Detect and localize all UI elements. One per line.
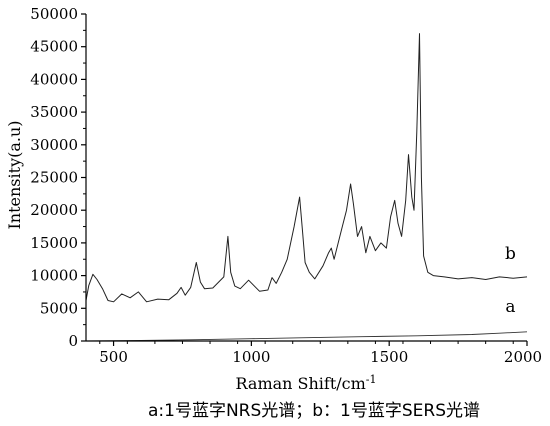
x-axis-title-superscript: -1 (366, 373, 377, 386)
series-line-b (85, 33, 528, 303)
x-axis-ticks: 500 1000 1500 2000 (99, 341, 542, 366)
y-tick-label: 0 (68, 332, 78, 350)
y-tick-label: 30000 (30, 136, 78, 154)
figure-caption: a:1号蓝字NRS光谱；b：1号蓝字SERS光谱 (148, 401, 480, 421)
x-axis-title-main: Raman Shift/cm (235, 374, 365, 393)
y-tick-label: 35000 (30, 103, 78, 121)
y-axis-title: Intensity(a.u) (5, 120, 24, 229)
series-label-a: a (505, 297, 515, 317)
series-line-a (85, 331, 528, 342)
y-tick-label: 10000 (30, 267, 78, 285)
y-tick-label: 45000 (30, 38, 78, 56)
y-tick-label: 25000 (30, 169, 78, 187)
y-tick-label: 50000 (30, 5, 78, 23)
x-tick-label: 1000 (232, 348, 270, 366)
x-tick-label: 1500 (370, 348, 408, 366)
series-layer (85, 33, 528, 342)
y-tick-label: 20000 (30, 201, 78, 219)
series-label-b: b (505, 244, 516, 264)
x-tick-label: 2000 (504, 348, 542, 366)
y-tick-label: 40000 (30, 70, 78, 88)
y-tick-label: 15000 (30, 234, 78, 252)
y-tick-label: 5000 (40, 299, 78, 317)
x-tick-label: 500 (99, 348, 128, 366)
x-axis-title: Raman Shift/cm-1 (235, 373, 376, 393)
y-axis-ticks: 0 5000 10000 15000 20000 25000 30000 35000 40000… (30, 5, 86, 350)
